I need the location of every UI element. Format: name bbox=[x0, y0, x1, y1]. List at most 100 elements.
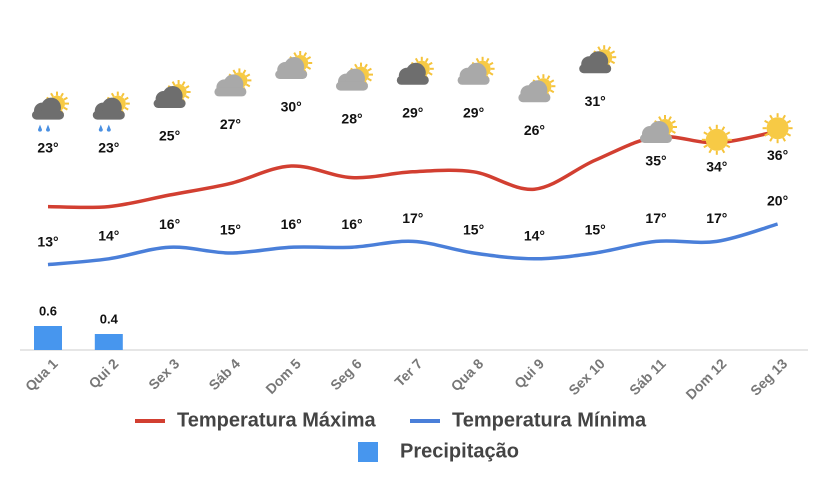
weather-icon bbox=[457, 56, 495, 85]
sun-ray bbox=[721, 126, 726, 131]
sun-ray bbox=[546, 75, 551, 80]
precipitation-label: 0.6 bbox=[39, 303, 57, 318]
sun-ray bbox=[786, 119, 792, 124]
sun-ray bbox=[786, 132, 792, 137]
sun-ray bbox=[245, 73, 251, 78]
x-tick-label: Seg 13 bbox=[747, 355, 790, 398]
sun-ray bbox=[428, 71, 433, 76]
rain-drop bbox=[46, 124, 50, 132]
sun-ray bbox=[489, 61, 494, 66]
weather-icon bbox=[640, 115, 677, 143]
max-temp-label: 26° bbox=[524, 122, 545, 138]
x-tick-label: Dom 12 bbox=[682, 355, 729, 402]
x-tick-label: Sáb 11 bbox=[626, 355, 669, 398]
sun-ray bbox=[607, 46, 612, 51]
sun-ray bbox=[489, 71, 494, 76]
weather-icon bbox=[336, 62, 373, 91]
sun-ray bbox=[549, 89, 555, 94]
sun-ray bbox=[475, 57, 480, 63]
weather-icon bbox=[396, 56, 434, 85]
x-tick-label: Seg 6 bbox=[327, 355, 365, 393]
weather-icon bbox=[762, 113, 793, 144]
sun-ray bbox=[708, 148, 713, 154]
sun bbox=[705, 128, 728, 151]
precipitation-bar bbox=[34, 326, 62, 350]
sun-ray bbox=[185, 95, 190, 99]
legend-label: Precipitação bbox=[400, 440, 519, 462]
min-temp-label: 13° bbox=[37, 233, 58, 249]
sun-ray bbox=[306, 66, 312, 70]
legend-label: Temperatura Máxima bbox=[177, 409, 376, 431]
cloud bbox=[275, 70, 308, 79]
sun-ray bbox=[764, 132, 769, 137]
sun-ray bbox=[50, 92, 54, 98]
weather-icon bbox=[579, 45, 617, 74]
weather-icon bbox=[701, 124, 732, 155]
cloud bbox=[396, 75, 429, 85]
sun-ray bbox=[597, 46, 602, 51]
sun-ray bbox=[536, 75, 541, 80]
cloud bbox=[640, 134, 672, 143]
sun-ray bbox=[610, 60, 616, 65]
sun-ray bbox=[245, 83, 251, 88]
sun-ray bbox=[120, 92, 125, 98]
sun-ray bbox=[171, 81, 176, 86]
min-temp-label: 16° bbox=[159, 216, 180, 232]
sun-ray bbox=[354, 63, 358, 69]
min-temp-label: 20° bbox=[767, 193, 788, 209]
max-temp-label: 30° bbox=[281, 99, 302, 115]
sun-ray bbox=[181, 81, 186, 86]
cloud bbox=[92, 110, 125, 120]
sun-ray bbox=[769, 114, 773, 120]
max-temp-label: 31° bbox=[585, 93, 606, 109]
sun-ray bbox=[610, 50, 616, 55]
min-temp-label: 14° bbox=[98, 228, 119, 244]
max-temp-label: 36° bbox=[767, 147, 788, 163]
x-tick-label: Qua 8 bbox=[448, 355, 487, 394]
min-temp-label: 17° bbox=[706, 210, 727, 226]
sun-ray bbox=[63, 106, 68, 111]
sun-ray bbox=[708, 126, 713, 131]
weather-icon bbox=[32, 91, 69, 132]
sun-ray bbox=[110, 92, 115, 98]
sun-ray bbox=[414, 57, 419, 63]
legend-label: Temperatura Mínima bbox=[452, 409, 647, 431]
sun-ray bbox=[364, 63, 368, 69]
sun-ray bbox=[60, 92, 64, 98]
max-temp-label: 23° bbox=[98, 139, 119, 155]
sun-ray bbox=[485, 57, 490, 63]
min-temp-label: 14° bbox=[524, 228, 545, 244]
weather-icon bbox=[214, 68, 252, 97]
sun-ray bbox=[671, 130, 676, 134]
x-tick-label: Sex 10 bbox=[565, 355, 608, 398]
sun-ray bbox=[764, 119, 769, 124]
sun-ray bbox=[725, 144, 731, 149]
sun-ray bbox=[124, 106, 129, 111]
temperature-line bbox=[47, 222, 779, 267]
max-temp-label: 34° bbox=[706, 159, 727, 175]
sun-ray bbox=[63, 96, 68, 101]
precipitation-label: 0.4 bbox=[100, 311, 119, 326]
sun-ray bbox=[703, 131, 708, 136]
min-temp-label: 15° bbox=[585, 222, 606, 238]
min-temp-label: 17° bbox=[402, 210, 423, 226]
rain-drop bbox=[106, 124, 111, 132]
sun-ray bbox=[782, 137, 786, 142]
x-tick-label: Sex 3 bbox=[145, 355, 182, 392]
max-temp-label: 27° bbox=[220, 116, 241, 132]
min-temp-label: 16° bbox=[341, 216, 362, 232]
min-temp-label: 15° bbox=[220, 222, 241, 238]
cloud bbox=[457, 75, 490, 85]
x-tick-label: Qua 1 bbox=[22, 355, 61, 394]
sun-ray bbox=[185, 85, 190, 89]
sun-ray bbox=[303, 52, 308, 57]
sun-ray bbox=[668, 116, 672, 121]
sun-ray bbox=[782, 114, 786, 120]
max-temp-label: 28° bbox=[341, 110, 362, 126]
max-temp-label: 23° bbox=[37, 139, 58, 155]
cloud bbox=[579, 64, 612, 74]
x-tick-label: Ter 7 bbox=[391, 355, 425, 389]
sun-ray bbox=[725, 131, 731, 136]
max-temp-label: 29° bbox=[463, 105, 484, 121]
